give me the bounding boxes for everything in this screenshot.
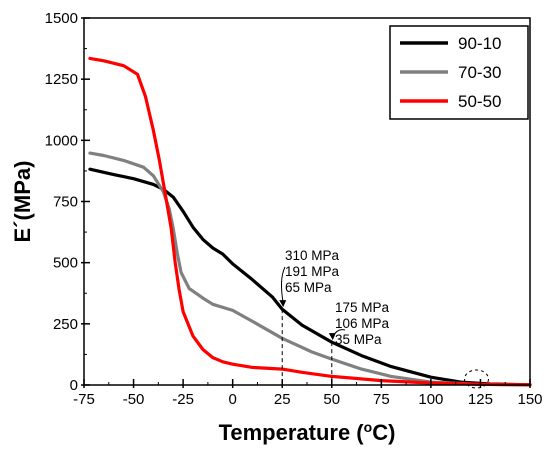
x-tick-label: 100 (418, 391, 443, 408)
highlight-ellipse (463, 369, 489, 389)
annotation-arrowhead-50 (328, 333, 336, 341)
series-layer (88, 56, 532, 387)
x-tick-label: 25 (274, 391, 291, 408)
y-tick-label: 500 (53, 255, 78, 272)
x-tick-label: 125 (468, 391, 493, 408)
y-tick-label: 1000 (45, 132, 78, 149)
annotation-label-50-0: 175 MPa (335, 300, 390, 315)
y-axis-title: E´(MPa) (10, 161, 35, 243)
annotation-label-50-1: 106 MPa (335, 316, 390, 331)
series-line-50-50 (88, 56, 532, 387)
x-tick-label: -25 (172, 391, 194, 408)
legend: 90-10 70-30 50-50 (389, 25, 529, 120)
annotation-label-25-2: 65 MPa (285, 280, 332, 295)
annotation-label-25-0: 310 MPa (285, 248, 340, 263)
annotation-label-25-1: 191 MPa (285, 264, 340, 279)
x-tick-label: 50 (323, 391, 340, 408)
x-tick-label: 0 (228, 391, 236, 408)
x-tick-label: -50 (123, 391, 145, 408)
y-tick-label: 250 (53, 316, 78, 333)
x-tick-label: 150 (517, 391, 542, 408)
legend-label-70-30: 70-30 (458, 63, 501, 82)
axis-titles: Temperature (oC) E´(MPa) (10, 161, 395, 445)
annotation-leader-25 (280, 266, 286, 304)
legend-label-90-10: 90-10 (458, 34, 501, 53)
x-tick-label: 75 (373, 391, 390, 408)
axes-layer: -75 -50 -25 0 25 50 75 100 125 150025050075010001… (45, 10, 543, 408)
annotation-label-50-2: 35 MPa (335, 332, 382, 347)
y-tick-label: 1250 (45, 71, 78, 88)
y-tick-label: 1500 (45, 10, 78, 27)
x-axis-title: Temperature (oC) (219, 419, 396, 445)
y-tick-label: 0 (70, 377, 78, 394)
annotation-arrowhead-25 (279, 300, 287, 308)
legend-label-50-50: 50-50 (458, 92, 501, 111)
y-tick-label: 750 (53, 194, 78, 211)
x-tick-label: -75 (73, 391, 95, 408)
series-line-70-30 (88, 151, 532, 387)
